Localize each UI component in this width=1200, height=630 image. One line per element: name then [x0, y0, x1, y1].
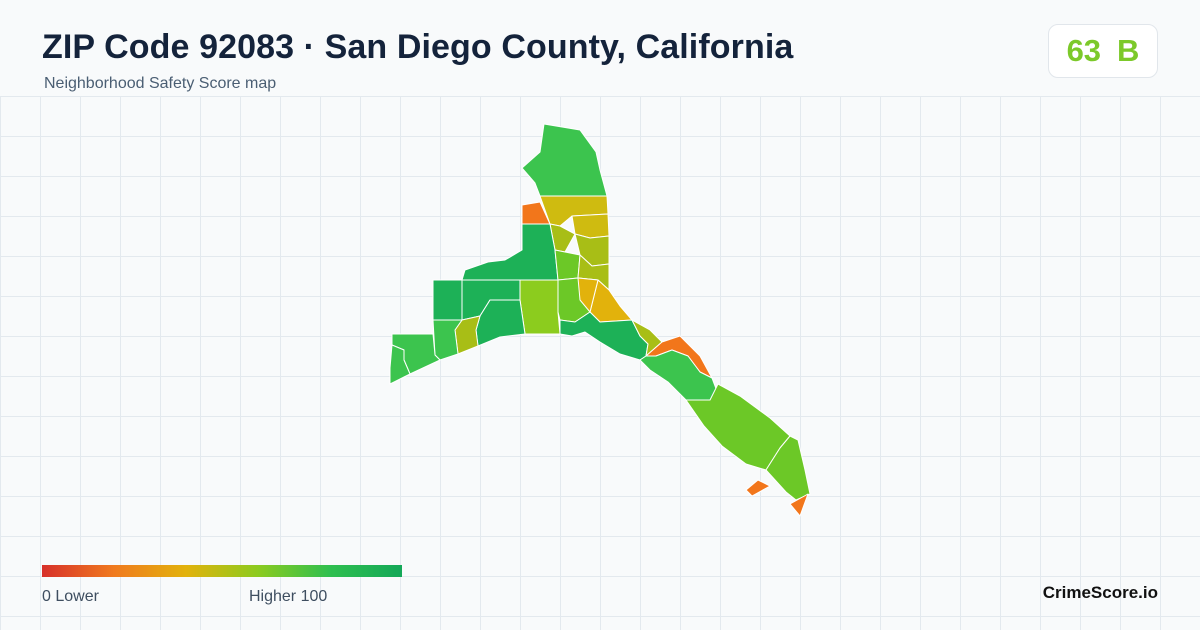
- legend-gradient-bar: [42, 565, 402, 577]
- legend-max-label: Higher 100: [249, 588, 328, 605]
- legend-min-label: 0 Lower: [42, 588, 99, 605]
- map-region[interactable]: [745, 479, 771, 497]
- page-title: ZIP Code 92083 · San Diego County, Calif…: [42, 28, 794, 66]
- map-region[interactable]: [554, 249, 581, 281]
- map-region[interactable]: [639, 349, 719, 401]
- score-value: 63: [1066, 33, 1102, 68]
- map-region[interactable]: [389, 344, 411, 385]
- safety-score-badge: 63 B: [1048, 24, 1158, 78]
- map-region[interactable]: [521, 123, 608, 197]
- map-region[interactable]: [461, 223, 559, 281]
- map-region[interactable]: [765, 435, 811, 501]
- score-grade: B: [1117, 33, 1140, 68]
- map-region[interactable]: [432, 279, 463, 321]
- page-subtitle: Neighborhood Safety Score map: [44, 75, 277, 92]
- map-region[interactable]: [519, 279, 561, 335]
- brand-logo-text[interactable]: CrimeScore.io: [1042, 583, 1158, 602]
- map-region[interactable]: [789, 493, 809, 517]
